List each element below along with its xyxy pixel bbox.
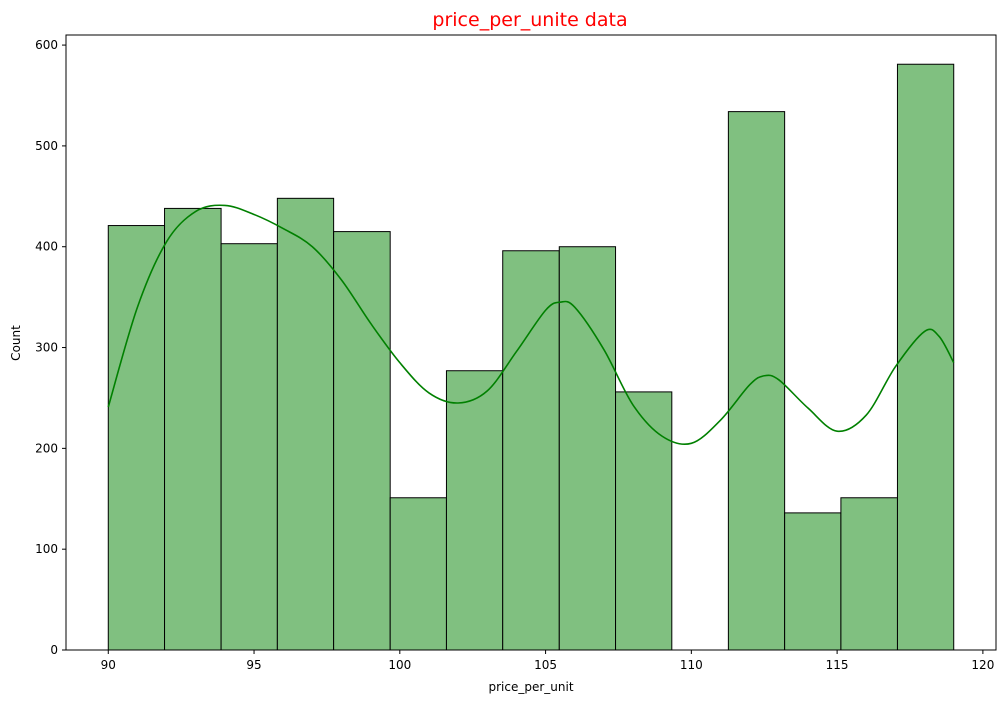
chart-title: price_per_unite data [432, 9, 627, 31]
histogram-bar [445, 370, 504, 651]
histogram-bar [615, 391, 673, 651]
y-tick-label: 200 [35, 441, 58, 455]
y-tick-label: 500 [35, 139, 58, 153]
y-tick-label: 0 [50, 643, 58, 657]
y-tick-label: 300 [35, 341, 58, 355]
x-tick-label: 110 [680, 658, 703, 672]
histogram-bar [896, 63, 955, 651]
y-axis-label: Count [9, 325, 23, 361]
histogram-bar [727, 111, 786, 651]
histogram-bar [107, 225, 166, 651]
histogram-bars [107, 63, 955, 651]
y-tick-label: 600 [35, 38, 58, 52]
y-tick-label: 400 [35, 240, 58, 254]
y-axis-ticks: 0 100 200 300 400 500 600 [35, 38, 66, 657]
x-axis-label: price_per_unit [488, 680, 573, 694]
x-tick-label: 95 [246, 658, 261, 672]
y-tick-label: 100 [35, 542, 58, 556]
histogram-bar [333, 231, 391, 651]
x-tick-label: 90 [101, 658, 116, 672]
x-tick-label: 100 [388, 658, 411, 672]
kde-line [107, 204, 955, 446]
histogram-bar [389, 497, 447, 651]
histogram-bar [220, 243, 278, 651]
histogram-bar [502, 250, 560, 651]
x-tick-label: 115 [826, 658, 849, 672]
histogram-bar [784, 512, 842, 651]
x-tick-label: 120 [971, 658, 994, 672]
x-axis-ticks: 90 95 100 105 110 115 120 [101, 650, 994, 672]
x-tick-label: 105 [534, 658, 557, 672]
histogram-bar [840, 497, 898, 651]
histogram-bar [276, 197, 335, 651]
histogram-bar [164, 207, 222, 651]
histogram-bar [558, 246, 617, 651]
plot-frame [65, 34, 997, 651]
